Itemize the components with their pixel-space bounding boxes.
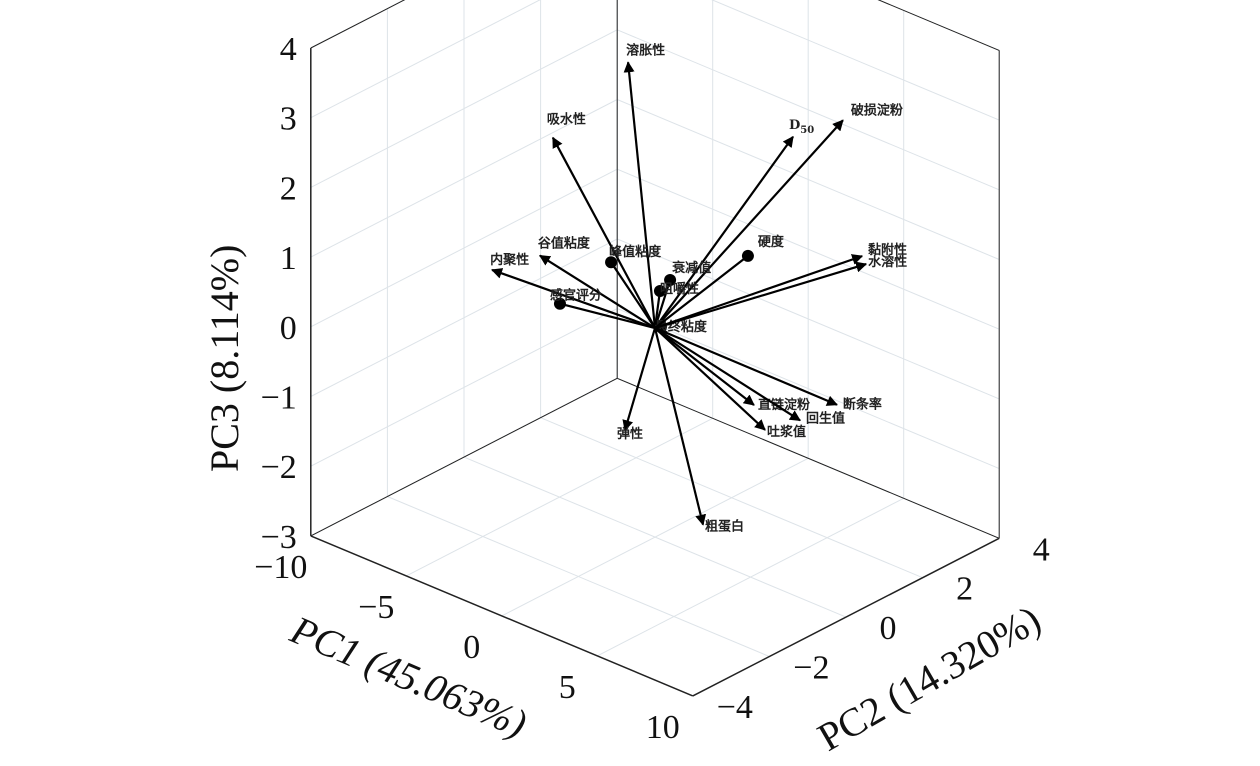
z-tick-label: 3: [280, 101, 297, 138]
wall-grid-line: [617, 29, 1000, 191]
vector-label: 破损淀粉: [851, 102, 903, 118]
vector-label: 内聚性: [490, 252, 529, 268]
wall-grid-line: [617, 308, 1000, 470]
x-tick-label: 0: [463, 629, 480, 666]
vector-label: 弹性: [617, 426, 643, 442]
wall-grid-line: [310, 0, 541, 119]
loading-vector-endpoint: [664, 273, 677, 286]
z-axis-title: PC3 (8.114%): [202, 245, 247, 472]
box-edge: [617, 377, 1000, 539]
x-tick-label: 5: [559, 669, 576, 706]
wall-grid-line: [617, 99, 1000, 260]
z-tick-label: −2: [261, 449, 297, 486]
loading-vector: [623, 61, 657, 329]
vector-label: 衰减值: [671, 260, 711, 276]
y-tick-label: 0: [880, 610, 897, 647]
loading-vector-endpoint: [653, 285, 666, 298]
floor-grid-line: [540, 417, 923, 579]
loading-vector: [653, 279, 672, 329]
loading-vector: [654, 261, 868, 330]
loading-vector: [610, 261, 656, 329]
vector-label: 回生值: [806, 410, 845, 426]
z-tick-label: 2: [280, 170, 297, 207]
vector-label: 水溶性: [868, 254, 907, 270]
vector-label: D50: [789, 118, 814, 136]
box-edge: [877, 0, 1000, 51]
wall-grid-line: [711, 0, 1000, 121]
vector-label: 感官评分: [550, 288, 602, 304]
loading-vector: [551, 136, 656, 329]
box-edge: [310, 377, 618, 537]
z-tick-label: 4: [280, 31, 297, 68]
y-axis-line: [692, 537, 1000, 697]
x-tick-label: 10: [646, 709, 680, 746]
y-tick-label: −4: [717, 689, 753, 726]
loading-vector: [654, 254, 864, 330]
wall-grid-line: [310, 29, 618, 188]
loading-vector: [654, 135, 794, 329]
wall-grid-line: [310, 99, 618, 258]
loading-vector: [491, 268, 656, 330]
z-tick-label: −3: [261, 519, 297, 556]
z-tick-label: 0: [280, 310, 297, 347]
vector-label: 硬度: [758, 234, 785, 250]
y-tick-label: 2: [956, 571, 973, 608]
loading-vector: [654, 327, 755, 406]
y-axis-title: PC2 (14.320%): [810, 596, 1048, 759]
loading-vector: [653, 290, 662, 329]
wall-grid-line: [617, 168, 1000, 330]
x-tick-label: −10: [254, 549, 307, 586]
vector-label: 峰值粘度: [609, 244, 662, 260]
y-tick-label: 4: [1033, 531, 1050, 568]
floor-grid-line: [387, 496, 770, 657]
vector-label: 吸水性: [547, 112, 586, 128]
x-axis-line: [310, 535, 694, 697]
y-tick-label: −2: [793, 650, 829, 687]
vector-label: 黏附性: [868, 242, 907, 258]
loading-vector: [538, 254, 656, 329]
wall-grid-line: [310, 168, 618, 328]
floor-grid-line: [463, 456, 847, 618]
loading-vector-endpoint: [605, 256, 618, 269]
x-tick-label: −5: [358, 589, 394, 626]
wall-grid-line: [310, 308, 618, 467]
loading-vector: [653, 327, 707, 526]
x-axis-title: PC1 (45.063%): [284, 606, 534, 746]
loading-vector: [654, 327, 766, 431]
box-edge: [310, 0, 406, 49]
vector-label: 吐浆值: [767, 424, 806, 440]
loading-vector: [654, 326, 838, 406]
loading-vector-endpoint: [741, 249, 754, 262]
vector-label: 粗蛋白: [705, 519, 744, 535]
wall-grid-line: [310, 238, 618, 397]
vector-label: 谷值粘度: [538, 236, 591, 252]
loading-vector: [622, 327, 657, 432]
vector-label: 溶胀性: [626, 42, 665, 58]
loading-vector: [654, 119, 844, 329]
vector-label: 断条率: [843, 397, 882, 413]
loading-vector: [559, 302, 656, 330]
vector-label: 咀嚼性: [660, 281, 699, 297]
wall-grid-line: [617, 238, 1000, 400]
loading-vector: [654, 255, 749, 329]
loading-vector-endpoint: [553, 297, 566, 310]
z-tick-label: −1: [261, 380, 297, 417]
z-tick-label: 1: [280, 240, 297, 277]
loading-vector: [654, 327, 801, 422]
axis-box: [310, 0, 1000, 697]
